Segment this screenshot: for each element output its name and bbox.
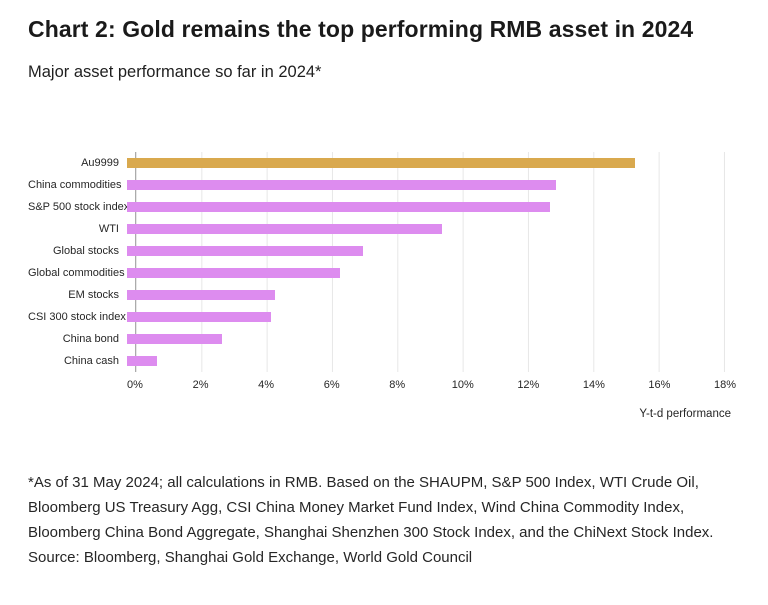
bar-track bbox=[127, 174, 717, 196]
bar bbox=[127, 312, 272, 322]
bar bbox=[127, 356, 157, 366]
bar bbox=[127, 334, 223, 344]
x-tick-label: 18% bbox=[713, 379, 737, 391]
x-tick-label: 16% bbox=[648, 379, 671, 391]
bar bbox=[127, 268, 341, 278]
bar-track bbox=[127, 196, 717, 218]
bar-row: CSI 300 stock index bbox=[28, 306, 725, 328]
bar bbox=[127, 158, 636, 168]
x-tick-label: 10% bbox=[451, 379, 474, 391]
bar bbox=[127, 224, 442, 234]
category-label: China bond bbox=[62, 333, 119, 345]
category-label: China cash bbox=[63, 355, 119, 367]
page: Chart 2: Gold remains the top performing… bbox=[28, 16, 740, 570]
category-label: Global stocks bbox=[52, 245, 119, 257]
category-label: China commodities bbox=[28, 179, 122, 191]
category-label: WTI bbox=[98, 223, 119, 235]
x-tick-label: 2% bbox=[192, 379, 209, 391]
bar-chart: Au9999 China commodities S&P 500 stock i… bbox=[28, 152, 740, 420]
bar-track bbox=[127, 328, 717, 350]
bar-track bbox=[127, 240, 717, 262]
x-tick-label: 0% bbox=[127, 379, 143, 391]
bar-row: China cash bbox=[28, 350, 725, 372]
source-text: Source: Bloomberg, Shanghai Gold Exchang… bbox=[28, 549, 473, 566]
x-axis-ticks: 0% 2% 4% 6% 8% 10% 12% 14% 16% 18% bbox=[127, 372, 736, 396]
bar-row: Global stocks bbox=[28, 240, 725, 262]
bar-track bbox=[127, 218, 717, 240]
bar-track bbox=[127, 262, 717, 284]
chart-title: Chart 2: Gold remains the top performing… bbox=[28, 16, 694, 42]
chart-plot-area: Au9999 China commodities S&P 500 stock i… bbox=[28, 152, 725, 372]
category-label: CSI 300 stock index bbox=[28, 311, 126, 323]
bar-row: China commodities bbox=[28, 174, 725, 196]
bar-row: WTI bbox=[28, 218, 725, 240]
bar-row: Au9999 bbox=[28, 152, 725, 174]
chart-subtitle: Major asset performance so far in 2024* bbox=[28, 63, 322, 81]
footnote-text: *As of 31 May 2024; all calculations in … bbox=[28, 474, 714, 541]
bar bbox=[127, 202, 550, 212]
x-axis-label: Y-t-d performance bbox=[639, 408, 731, 420]
bar-row: S&P 500 stock index bbox=[28, 196, 725, 218]
bar bbox=[127, 246, 363, 256]
bar-track bbox=[127, 284, 717, 306]
bar-row: Global commodities bbox=[28, 262, 725, 284]
category-label: Au9999 bbox=[81, 157, 119, 169]
x-tick-label: 14% bbox=[582, 379, 605, 391]
category-label: S&P 500 stock index bbox=[28, 201, 130, 213]
bar bbox=[127, 290, 275, 300]
bar-row: EM stocks bbox=[28, 284, 725, 306]
x-tick-label: 6% bbox=[323, 379, 340, 391]
x-tick-label: 4% bbox=[258, 379, 275, 391]
bar bbox=[127, 180, 557, 190]
bar-track bbox=[127, 350, 717, 372]
category-label: Global commodities bbox=[28, 267, 125, 279]
bar-row: China bond bbox=[28, 328, 725, 350]
chart-notes: *As of 31 May 2024; all calculations in … bbox=[28, 470, 740, 570]
category-label: EM stocks bbox=[68, 289, 119, 301]
x-tick-label: 12% bbox=[517, 379, 540, 391]
bar-track bbox=[127, 152, 717, 174]
bar-track bbox=[127, 306, 717, 328]
x-tick-label: 8% bbox=[389, 379, 406, 391]
